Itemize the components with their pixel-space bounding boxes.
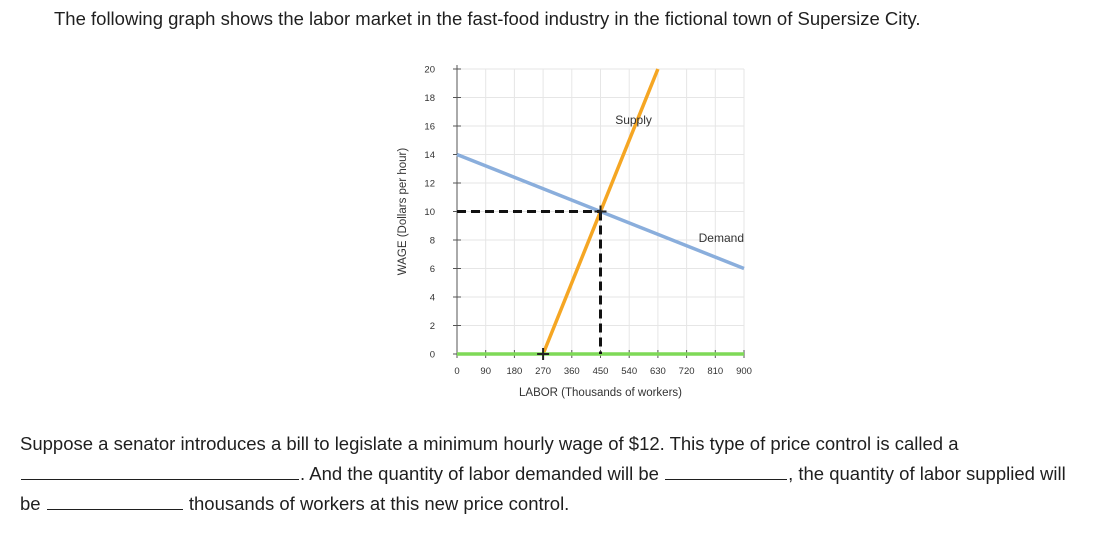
x-tick-label: 360 [564, 366, 580, 377]
y-tick-label: 8 [430, 236, 435, 247]
x-tick-label: 450 [593, 366, 609, 377]
plus-marker [594, 205, 607, 218]
y-tick-label: 10 [424, 207, 435, 218]
y-tick-label: 14 [424, 150, 435, 161]
x-tick-label: 630 [650, 366, 666, 377]
x-tick-label: 270 [535, 366, 551, 377]
question-part-2: . And the quantity of labor demanded wil… [300, 463, 659, 484]
labor-market-chart: 0 2 4 6 8 10 12 14 16 18 20 0 90 180 270 360 450 540 630 72… [385, 55, 785, 410]
y-tick-label: 12 [424, 179, 435, 190]
x-tick-label: 180 [506, 366, 522, 377]
supply-label: Supply [615, 113, 652, 127]
x-tick-label: 90 [480, 366, 491, 377]
question-part-1: Suppose a senator introduces a bill to l… [20, 433, 959, 454]
y-tick-label: 20 [424, 65, 435, 76]
price-control-type-blank[interactable] [21, 461, 299, 480]
quantity-supplied-blank[interactable] [46, 491, 183, 510]
x-tick-label: 720 [679, 366, 695, 377]
x-tick-label: 0 [454, 366, 459, 377]
demand-label: Demand [699, 231, 744, 245]
y-tick-label: 6 [430, 264, 435, 275]
y-tick-label: 2 [430, 321, 435, 332]
y-axis-label: WAGE (Dollars per hour) [397, 148, 409, 276]
x-tick-label: 900 [736, 366, 752, 377]
question-part-4: thousands of workers at this new price c… [188, 493, 570, 514]
question-text: Suppose a senator introduces a bill to l… [20, 429, 1080, 519]
y-tick-label: 4 [430, 293, 435, 304]
quantity-demanded-blank[interactable] [665, 461, 788, 480]
question-part-3: , the quantity of labor supplied will be [20, 463, 1066, 514]
x-tick-label: 540 [621, 366, 637, 377]
x-tick-label: 810 [707, 366, 723, 377]
plus-marker [537, 348, 550, 360]
y-tick-label: 0 [430, 350, 435, 361]
y-tick-label: 18 [424, 93, 435, 104]
x-axis-label: LABOR (Thousands of workers) [519, 387, 682, 399]
intro-text: The following graph shows the labor mark… [54, 8, 921, 29]
y-tick-label: 16 [424, 122, 435, 133]
